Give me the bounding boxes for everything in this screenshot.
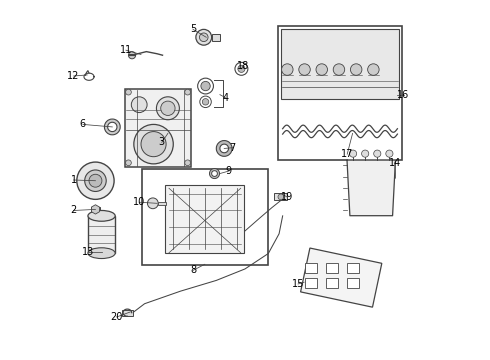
Circle shape [134, 125, 173, 164]
Ellipse shape [88, 211, 115, 221]
Text: 16: 16 [397, 90, 410, 100]
Text: 19: 19 [281, 192, 294, 202]
Circle shape [161, 101, 175, 116]
Circle shape [201, 81, 210, 91]
Circle shape [282, 64, 293, 75]
Text: 15: 15 [292, 279, 304, 289]
Circle shape [238, 65, 245, 72]
Circle shape [196, 30, 212, 45]
Text: 11: 11 [120, 45, 132, 55]
Circle shape [199, 33, 208, 41]
Bar [274, 193, 287, 201]
Circle shape [185, 89, 191, 95]
Polygon shape [347, 160, 395, 216]
Text: 3: 3 [159, 138, 165, 147]
Text: 6: 6 [80, 120, 86, 129]
Circle shape [368, 64, 379, 75]
Bar [212, 35, 220, 41]
Circle shape [350, 64, 362, 75]
Text: 10: 10 [133, 197, 146, 207]
Circle shape [349, 150, 357, 157]
Polygon shape [92, 205, 99, 214]
Text: 17: 17 [341, 149, 353, 159]
Circle shape [316, 64, 327, 75]
Bar [158, 202, 166, 205]
Ellipse shape [88, 248, 115, 258]
Bar [305, 278, 317, 288]
Circle shape [77, 162, 114, 199]
Bar [166, 185, 245, 253]
Circle shape [299, 64, 310, 75]
Text: 13: 13 [82, 247, 94, 257]
Circle shape [333, 64, 344, 75]
Text: 7: 7 [229, 143, 236, 153]
Circle shape [125, 160, 131, 166]
Circle shape [202, 99, 209, 105]
Text: 18: 18 [237, 61, 249, 71]
Bar [91, 207, 100, 212]
Bar [326, 278, 338, 288]
Circle shape [147, 198, 158, 209]
Bar [125, 89, 191, 167]
Text: 20: 20 [110, 312, 123, 322]
Circle shape [362, 150, 369, 157]
Bar [305, 263, 317, 273]
Circle shape [85, 170, 106, 192]
Circle shape [141, 132, 166, 157]
Circle shape [128, 51, 136, 59]
Circle shape [185, 160, 191, 166]
Circle shape [156, 97, 179, 120]
Bar [142, 168, 268, 265]
Bar [281, 30, 399, 99]
Circle shape [131, 97, 147, 113]
Text: 14: 14 [389, 158, 401, 168]
Bar [347, 278, 359, 288]
Circle shape [278, 194, 284, 200]
Bar [278, 26, 402, 160]
Text: 1: 1 [71, 175, 76, 185]
Bar [300, 248, 382, 307]
Text: 2: 2 [71, 206, 77, 216]
Bar [326, 263, 338, 273]
Bar [347, 263, 359, 273]
Bar [122, 310, 133, 316]
Text: 9: 9 [226, 166, 232, 176]
Text: 5: 5 [190, 24, 196, 35]
Circle shape [125, 89, 131, 95]
Circle shape [386, 150, 393, 157]
Bar [88, 216, 115, 253]
Text: 4: 4 [222, 93, 228, 103]
Circle shape [374, 150, 381, 157]
Circle shape [89, 174, 102, 187]
Text: 8: 8 [190, 265, 196, 275]
Text: 12: 12 [68, 71, 80, 81]
